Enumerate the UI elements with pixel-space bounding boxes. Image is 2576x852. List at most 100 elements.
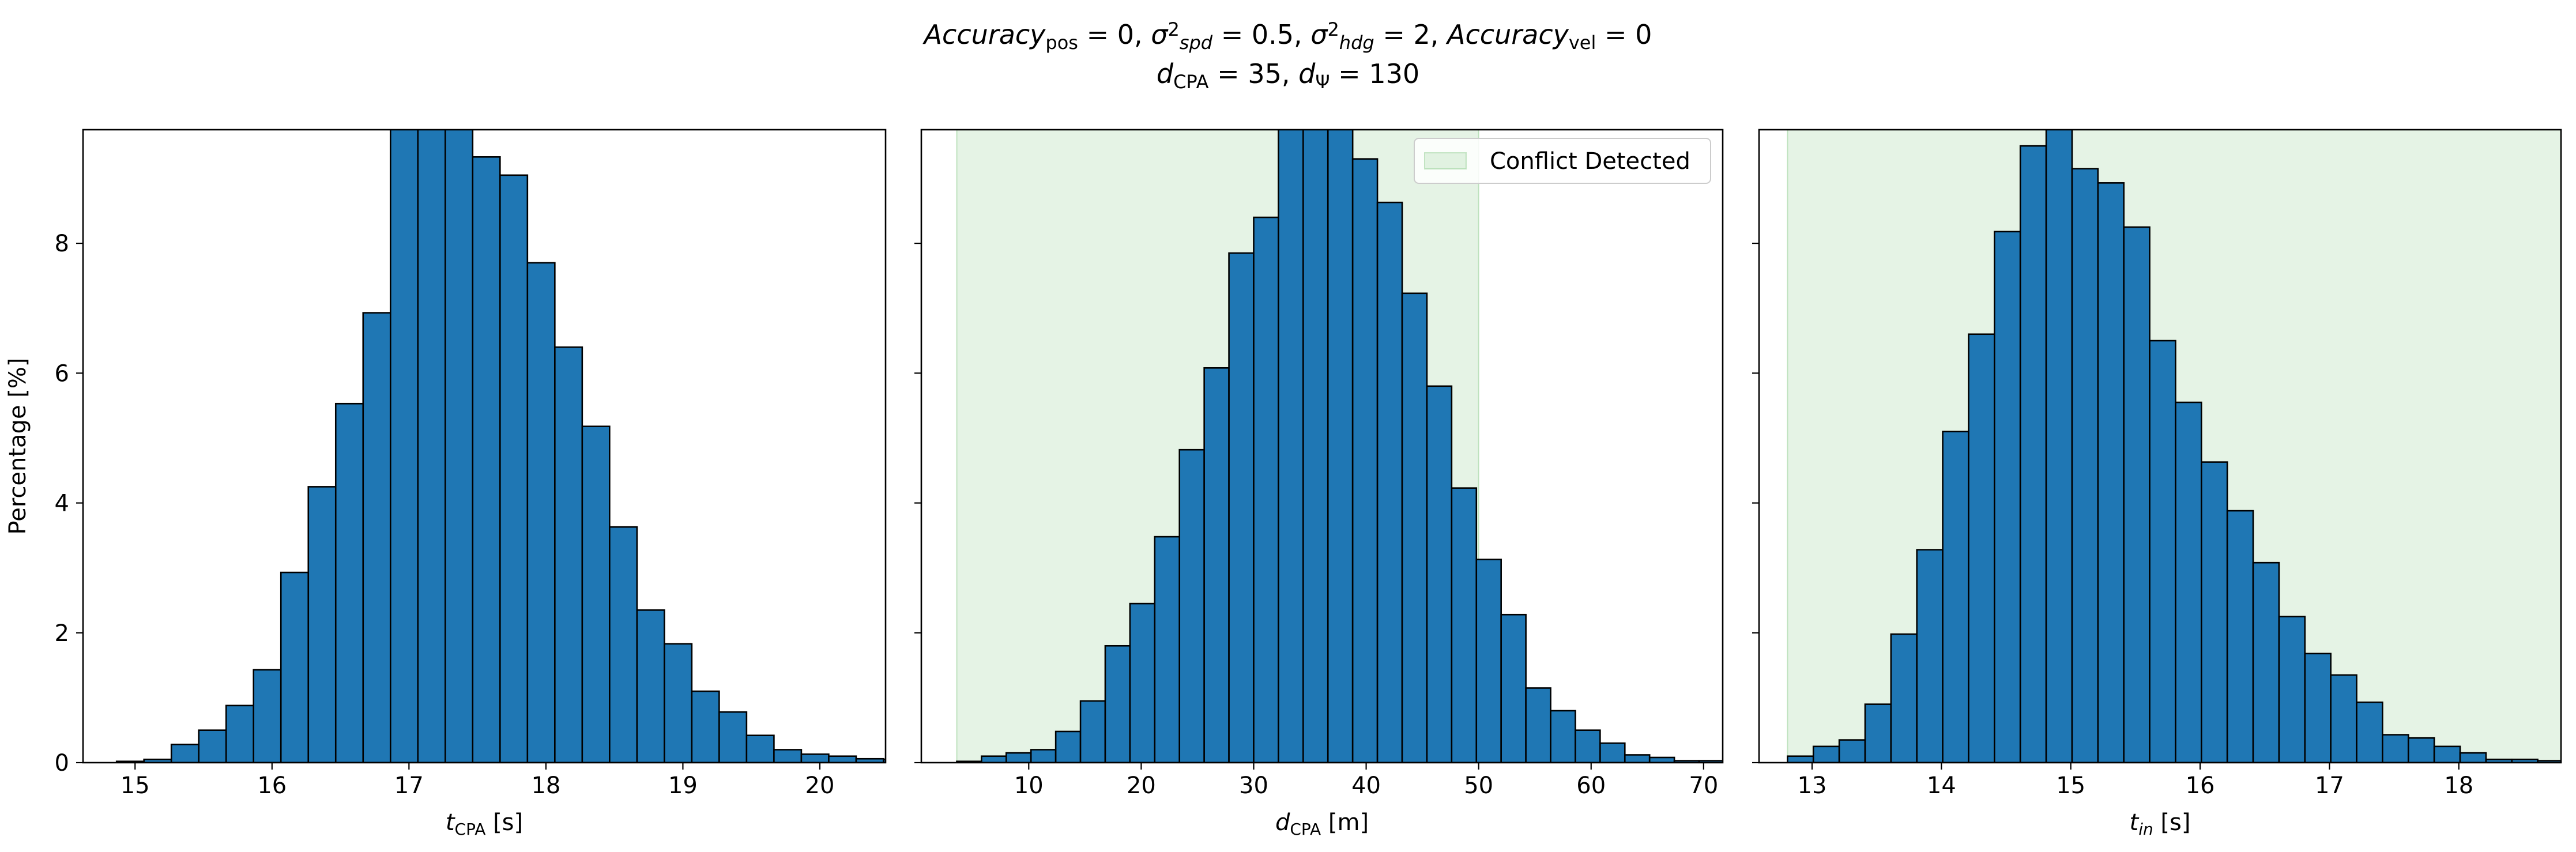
x-axis-label: tCPA [s] — [446, 809, 523, 839]
histogram-panel-tcpa: 15 16 17 18 19 20 0 2 4 6 8 tCPA [s] Percentage [%] — [5, 129, 887, 839]
histogram-bar — [2149, 340, 2176, 763]
y-tick-label: 2 — [55, 620, 69, 647]
histogram-bar — [389, 130, 419, 763]
histogram-bar — [1550, 710, 1576, 763]
histogram-bar — [225, 704, 255, 763]
histogram-bar — [1968, 333, 1995, 763]
x-tick-label: 18 — [531, 772, 560, 799]
histogram-bar — [581, 425, 611, 763]
x-tick-label: 13 — [1798, 772, 1827, 799]
legend-label: Conflict Detected — [1490, 148, 1690, 175]
x-tick-label: 17 — [2315, 772, 2344, 799]
histogram-bar — [1154, 536, 1181, 763]
histogram-bar — [1079, 700, 1106, 763]
histogram-bar — [499, 174, 529, 763]
histogram-bar — [2200, 461, 2228, 763]
histogram-bar — [1500, 613, 1527, 763]
histogram-bar — [1030, 749, 1057, 763]
x-tick-label: 60 — [1576, 772, 1606, 799]
histogram-bar — [2019, 145, 2047, 763]
x-axis-label: dCPA [m] — [1275, 809, 1369, 839]
histogram-bar — [1890, 633, 1918, 763]
histogram-bar — [198, 729, 227, 763]
plot-area — [115, 130, 886, 763]
histogram-bar — [1575, 729, 1601, 763]
histogram-bar — [1129, 602, 1156, 763]
x-tick-label: 19 — [668, 772, 698, 799]
y-tick-label: 4 — [55, 491, 69, 517]
histogram-bar — [1104, 644, 1131, 763]
histogram-bar — [1178, 448, 1205, 763]
histogram-bar — [417, 130, 446, 763]
histogram-bar — [253, 669, 282, 763]
histogram-bar — [981, 755, 1007, 763]
x-tick-label: 30 — [1239, 772, 1268, 799]
histogram-bar — [526, 262, 556, 763]
legend: Conflict Detected — [1414, 138, 1711, 184]
histogram-bar — [1401, 292, 1428, 763]
y-tick-label: 0 — [55, 750, 69, 776]
y-tick-label: 6 — [55, 360, 69, 387]
x-tick-label: 50 — [1464, 772, 1493, 799]
histogram-bar — [2071, 168, 2099, 763]
histogram-bar — [1302, 130, 1329, 763]
histogram-bar — [2045, 130, 2073, 763]
histogram-bar — [718, 711, 748, 763]
histogram-bar — [1916, 549, 1944, 763]
histogram-bar — [1942, 431, 1969, 763]
histogram-bar — [1253, 216, 1279, 763]
histogram-bar — [472, 156, 501, 763]
x-axis-label: tin [s] — [2130, 809, 2191, 839]
histogram-bar — [1426, 385, 1453, 763]
histogram-bar — [2097, 182, 2125, 763]
histogram-bar — [883, 759, 886, 763]
histogram-bar — [1054, 730, 1082, 763]
plot-area — [1787, 130, 2561, 763]
histogram-bar — [1327, 130, 1354, 763]
plot-area — [956, 130, 1723, 763]
histogram-bar — [1475, 559, 1502, 763]
legend-box — [1414, 138, 1711, 184]
x-tick-label: 20 — [1127, 772, 1156, 799]
histogram-bar — [1228, 252, 1255, 763]
x-tick-label: 16 — [2186, 772, 2215, 799]
histogram-bar — [691, 690, 720, 763]
histogram-bar — [362, 312, 391, 763]
figure-title-line-1: Accuracypos = 0, σ2spd = 0.5, σ2hdg = 2,… — [922, 18, 1652, 54]
histogram-bar — [2330, 674, 2357, 763]
histogram-bar — [1864, 703, 1892, 763]
histogram-bar — [1278, 130, 1304, 763]
x-tick-label: 18 — [2444, 772, 2473, 799]
histogram-bar — [554, 346, 583, 763]
histogram-bar — [800, 753, 830, 763]
histogram-bar — [2278, 616, 2306, 763]
legend-swatch — [1424, 152, 1467, 169]
histogram-bar — [1599, 742, 1626, 763]
histogram-bar — [170, 744, 200, 763]
x-tick-label: 20 — [805, 772, 835, 799]
histogram-bar — [1451, 487, 1478, 763]
histogram-bar — [1698, 760, 1723, 763]
histogram-bar — [2123, 226, 2151, 763]
histogram-bar — [745, 734, 775, 763]
histogram-bar — [2537, 760, 2561, 763]
histogram-bar — [1203, 367, 1230, 763]
histogram-bar — [664, 643, 693, 763]
x-tick-label: 14 — [1927, 772, 1956, 799]
histogram-bar — [2459, 752, 2487, 763]
histogram-bar — [2356, 701, 2383, 763]
histogram-bar — [334, 402, 364, 763]
histogram-bar — [2304, 653, 2332, 763]
x-tick-label: 40 — [1351, 772, 1381, 799]
histogram-bar — [1838, 739, 1866, 763]
histogram-bar — [1624, 754, 1651, 763]
histogram-bar — [2252, 561, 2280, 763]
axes-frame — [1758, 129, 2562, 764]
histogram-bar — [1351, 158, 1379, 763]
histogram-bar — [1005, 752, 1032, 763]
histogram-bar — [1525, 687, 1551, 763]
histogram-bar — [1648, 756, 1675, 763]
axes-frame — [920, 129, 1724, 764]
x-tick-label: 15 — [120, 772, 150, 799]
